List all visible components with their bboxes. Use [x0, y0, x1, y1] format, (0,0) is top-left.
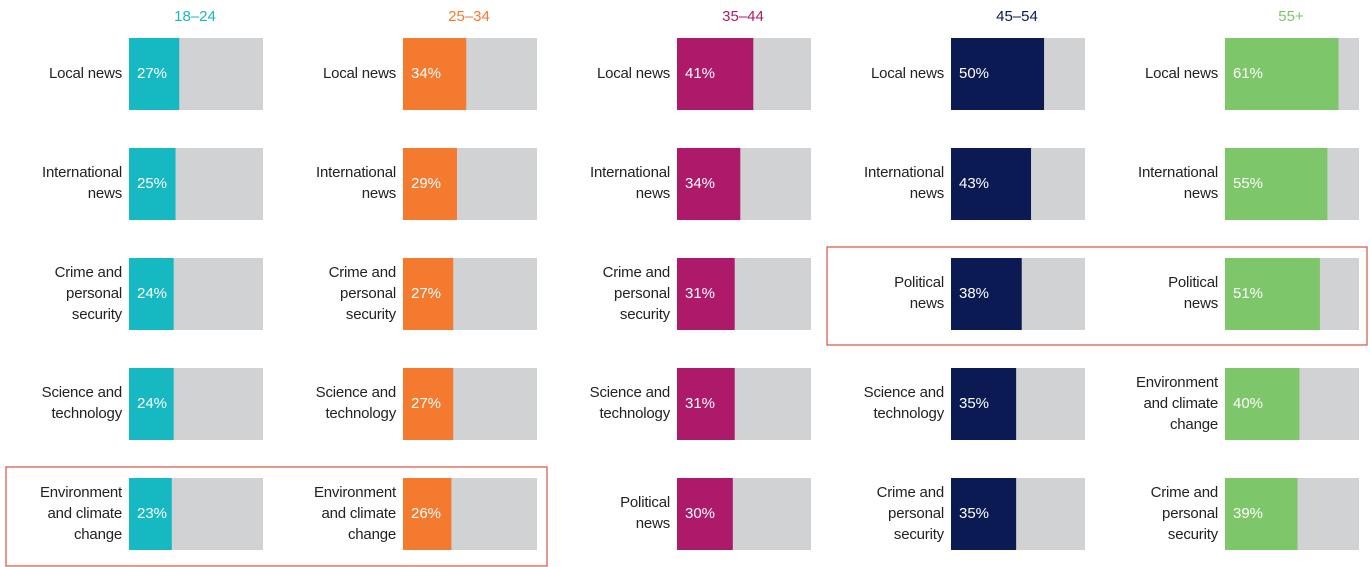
value-label: 24% — [137, 285, 167, 302]
bar — [1225, 368, 1300, 440]
category-label: Environment and climate change — [1135, 373, 1218, 433]
value-label: 34% — [411, 65, 441, 82]
panel-title: 18–24 — [174, 8, 216, 25]
category-label: Political news — [894, 274, 944, 312]
category-label: Crime and personal security — [876, 483, 945, 543]
bar — [1225, 258, 1320, 330]
bar — [403, 368, 454, 440]
panel-title: 25–34 — [448, 8, 490, 25]
bar — [951, 38, 1045, 110]
category-label: Science and technology — [315, 384, 397, 422]
bar — [129, 258, 174, 330]
bar — [403, 38, 467, 110]
bar — [1225, 38, 1339, 110]
category-label: International news — [1138, 164, 1218, 202]
value-label: 24% — [137, 395, 167, 412]
bar — [129, 148, 176, 220]
bar — [129, 38, 180, 110]
value-label: 61% — [1233, 65, 1263, 82]
value-label: 31% — [685, 395, 715, 412]
value-label: 41% — [685, 65, 715, 82]
bar — [951, 148, 1032, 220]
category-label: Crime and personal security — [54, 263, 123, 323]
value-label: 51% — [1233, 285, 1263, 302]
value-label: 35% — [959, 395, 989, 412]
category-label: Science and technology — [41, 384, 123, 422]
category-label: International news — [864, 164, 944, 202]
panel-title: 35–44 — [722, 8, 764, 25]
category-label: Local news — [870, 64, 944, 82]
value-label: 55% — [1233, 175, 1263, 192]
category-label: International news — [590, 164, 670, 202]
bar — [1225, 478, 1298, 550]
value-label: 31% — [685, 285, 715, 302]
value-label: 34% — [685, 175, 715, 192]
value-label: 40% — [1233, 395, 1263, 412]
bar — [403, 478, 452, 550]
category-label: Science and technology — [863, 384, 945, 422]
bar — [951, 478, 1017, 550]
category-label: International news — [42, 164, 122, 202]
category-label: Local news — [596, 64, 670, 82]
value-label: 29% — [411, 175, 441, 192]
panel-title: 45–54 — [996, 8, 1038, 25]
panel-title: 55+ — [1278, 8, 1304, 25]
bar — [403, 258, 454, 330]
category-label: Local news — [1144, 64, 1218, 82]
category-label: International news — [316, 164, 396, 202]
highlight-box — [5, 466, 548, 567]
value-label: 27% — [411, 285, 441, 302]
category-label: Crime and personal security — [328, 263, 397, 323]
category-label: Local news — [48, 64, 122, 82]
bar — [677, 258, 735, 330]
category-label: Crime and personal security — [1150, 483, 1219, 543]
value-label: 50% — [959, 65, 989, 82]
category-label: Political news — [1168, 274, 1218, 312]
bar — [403, 148, 457, 220]
value-label: 38% — [959, 285, 989, 302]
value-label: 27% — [137, 65, 167, 82]
value-label: 43% — [959, 175, 989, 192]
value-label: 23% — [137, 505, 167, 522]
highlight-box — [826, 246, 1368, 346]
bar — [677, 478, 733, 550]
category-label: Local news — [322, 64, 396, 82]
category-label: Political news — [620, 494, 670, 532]
value-label: 25% — [137, 175, 167, 192]
category-label: Crime and personal security — [602, 263, 671, 323]
value-label: 39% — [1233, 505, 1263, 522]
bar — [677, 148, 741, 220]
bar — [677, 38, 754, 110]
bar — [951, 258, 1022, 330]
bar — [129, 478, 172, 550]
bar — [677, 368, 735, 440]
value-label: 27% — [411, 395, 441, 412]
category-label: Environment and climate change — [39, 483, 122, 543]
category-label: Science and technology — [589, 384, 671, 422]
category-label: Environment and climate change — [313, 483, 396, 543]
value-label: 35% — [959, 505, 989, 522]
bar — [1225, 148, 1328, 220]
value-label: 26% — [411, 505, 441, 522]
bar — [951, 368, 1017, 440]
value-label: 30% — [685, 505, 715, 522]
bar — [129, 368, 174, 440]
